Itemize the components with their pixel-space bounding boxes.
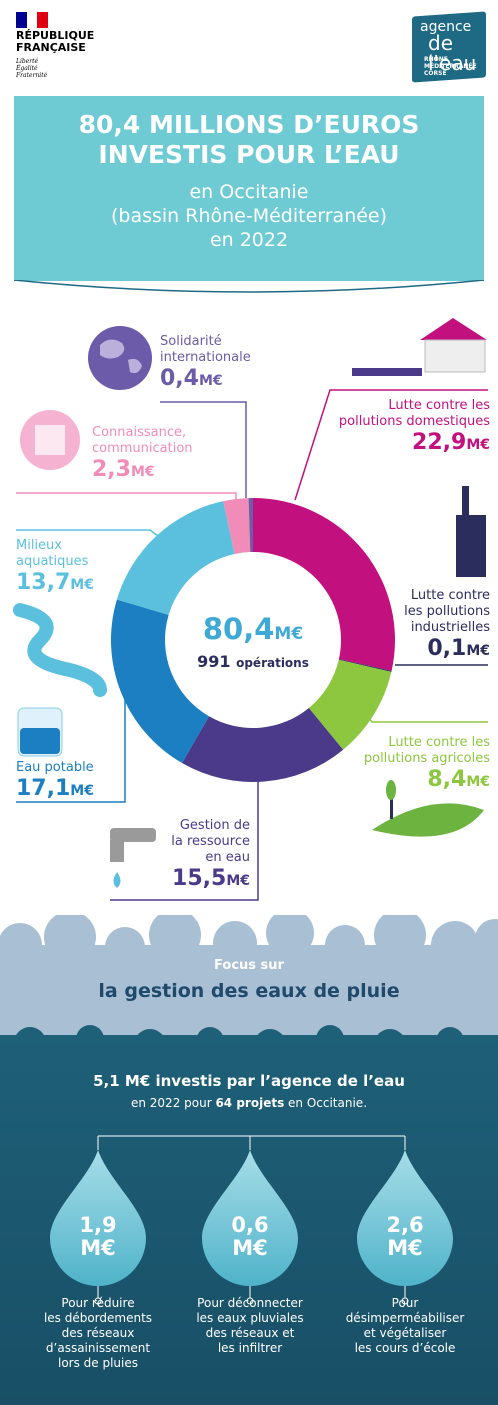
unit: M€ [226,873,250,889]
category-name: Lutte contre les pollutions agricoles [364,735,490,766]
pipe-icon [352,368,422,376]
unit: M€ [70,783,94,799]
drop-unit: M€ [200,1237,300,1259]
drop-amount: 0,6 [200,1214,300,1236]
value: 22,9 [412,430,466,455]
value: 15,5 [172,866,226,891]
tap-spout [110,840,124,862]
total-value: 80,4 [203,612,275,646]
value: 8,4 [427,767,466,792]
water-icon [20,728,60,754]
value: 2,3 [92,457,131,482]
value-label: 0,1M€ [370,636,490,664]
connector [98,1136,405,1150]
text: en Occitanie. [284,1096,367,1110]
house-roof [420,318,487,340]
focus-kicker: Focus sur [0,958,498,973]
value-label: 13,7M€ [16,570,136,598]
river-icon [20,610,100,690]
infographic: {"header": {"republic": "RÉPUBLIQUE\nFRA… [0,0,498,1405]
chimney-icon [462,486,469,518]
focus-headline: 5,1 M€ investis par l’agence de l’eau [0,1072,498,1090]
category-name: Solidarité internationale [160,334,251,365]
drop-description: Pour désimperméabiliser et végétaliser l… [335,1296,475,1356]
value-label: 8,4M€ [320,767,490,795]
value-label: 15,5M€ [150,866,250,894]
unit: M€ [466,774,490,790]
unit: M€ [131,464,155,480]
focus-title: la gestion des eaux de pluie [0,980,498,1002]
text: en 2022 pour [131,1096,215,1110]
field-icon [372,803,484,836]
drop-amount: 1,9 [48,1214,148,1236]
value: 17,1 [16,776,70,801]
value: 0,4 [160,366,199,391]
category-label: Gestion de la ressource en eau15,5M€ [150,818,250,894]
globe-icon [88,326,152,390]
value-label: 0,4M€ [160,366,310,394]
drop-description: Pour déconnecter les eaux pluviales des … [180,1296,320,1356]
unit: M€ [70,577,94,593]
operations-count: 991 [197,652,230,671]
category-label: Lutte contre les pollutions industrielle… [370,588,490,664]
leader-line [16,493,236,500]
table-icon [35,425,65,455]
unit: M€ [274,624,303,644]
factory-icon [456,515,486,577]
category-name: Lutte contre les pollutions industrielle… [404,588,490,635]
unit: M€ [199,373,223,389]
category-name: Milieux aquatiques [16,538,88,569]
operations-label: opérations [236,656,309,670]
value-label: 17,1M€ [16,776,136,804]
unit: M€ [466,643,490,659]
category-name: Gestion de la ressource en eau [171,818,250,865]
text: 64 projets [215,1096,284,1110]
house-icon [425,340,485,372]
page: Agence de l'eau – Occitanie 2022 html, b… [0,0,498,1405]
center-total: 80,4M€ [153,612,353,646]
drop-amount: 2,6 [355,1214,455,1236]
value-label: 22,9M€ [300,430,490,458]
value: 13,7 [16,570,70,595]
value-label: 2,3M€ [92,457,242,485]
focus-subline: en 2022 pour 64 projets en Occitanie. [0,1096,498,1110]
drop-unit: M€ [355,1237,455,1259]
drop-icon [114,872,121,888]
category-name: Connaissance, communication [92,425,193,456]
unit: M€ [466,437,490,453]
drop-unit: M€ [48,1237,148,1259]
drop-description: Pour réduire les débordements des réseau… [28,1296,168,1371]
value: 0,1 [427,636,466,661]
category-name: Lutte contre les pollutions domestiques [339,398,490,429]
category-name: Eau potable [16,760,94,775]
center-operations: 991 opérations [153,652,353,671]
